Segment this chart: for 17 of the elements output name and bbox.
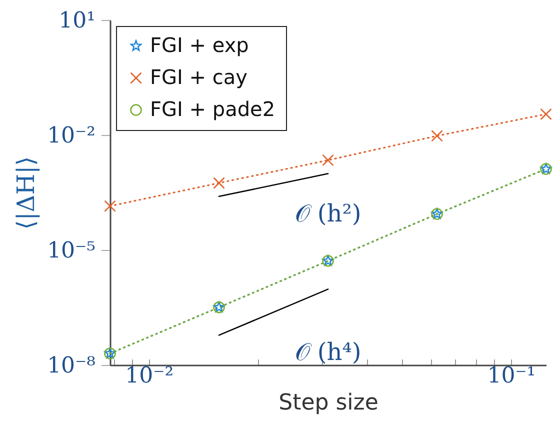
legend-label: FGI + pade2: [150, 97, 276, 121]
point: [322, 154, 334, 166]
point: [431, 130, 443, 142]
y-tick-label: 10⁻⁵: [47, 238, 96, 264]
point: [104, 200, 116, 212]
x-tick-label: 10⁻¹: [487, 364, 536, 388]
y-tick-label: 10⁻²: [47, 124, 96, 148]
y-tick-label: 10¹: [58, 8, 96, 34]
annotation: 𝒪 (h²): [294, 199, 362, 228]
x-axis-title: Step size: [278, 390, 378, 416]
point: [540, 108, 552, 120]
y-axis-title: ⟨|ΔH|⟩: [12, 156, 40, 230]
legend-label: FGI + exp: [150, 33, 249, 57]
y-tick-label: 10⁻⁸: [47, 354, 96, 378]
point: [213, 177, 225, 189]
legend-label: FGI + cay: [150, 65, 248, 89]
annotation: 𝒪 (h⁴): [294, 338, 362, 366]
